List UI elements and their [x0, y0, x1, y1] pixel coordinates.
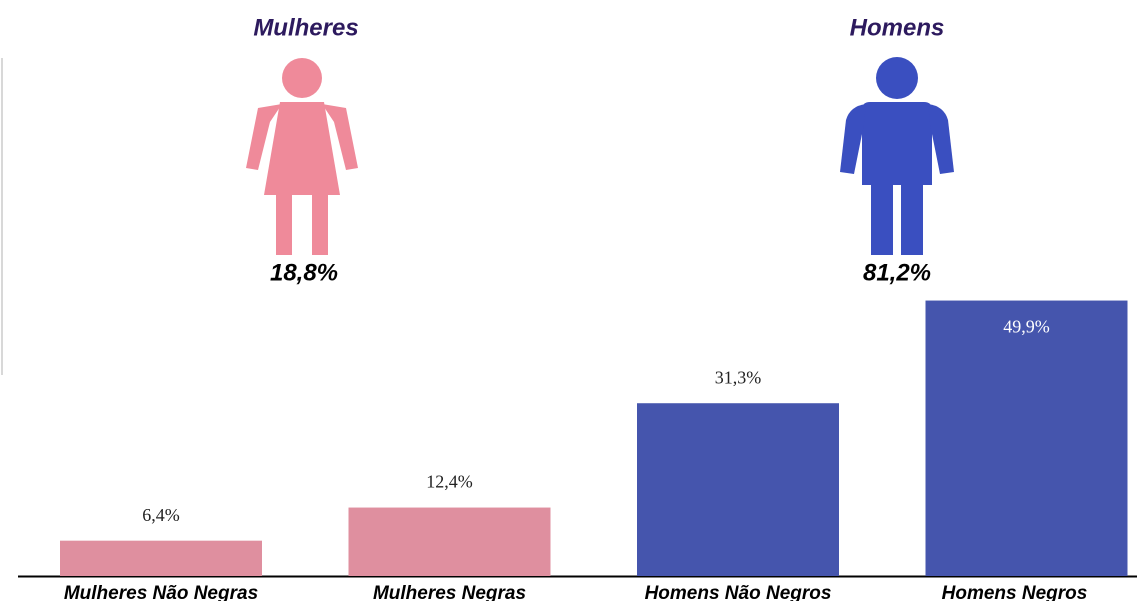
value-label: 6,4%	[142, 505, 180, 525]
male-icon	[840, 57, 954, 255]
group-title: Mulheres	[253, 14, 358, 41]
group-title: Homens	[850, 14, 945, 41]
x-tick-label: Mulheres Não Negras	[64, 583, 258, 601]
group-total: 18,8%	[270, 259, 338, 286]
x-tick-label: Homens Negros	[942, 583, 1088, 601]
bar	[60, 540, 262, 576]
x-tick-label: Mulheres Negras	[373, 583, 526, 601]
group-total: 81,2%	[863, 259, 931, 286]
female-icon	[246, 58, 358, 255]
bar	[925, 300, 1128, 576]
value-label: 31,3%	[715, 367, 762, 387]
x-tick-label: Homens Não Negros	[645, 583, 832, 601]
bar	[348, 507, 551, 576]
value-label: 49,9%	[1003, 317, 1050, 337]
value-label: 12,4%	[426, 472, 473, 492]
bar	[637, 403, 839, 576]
